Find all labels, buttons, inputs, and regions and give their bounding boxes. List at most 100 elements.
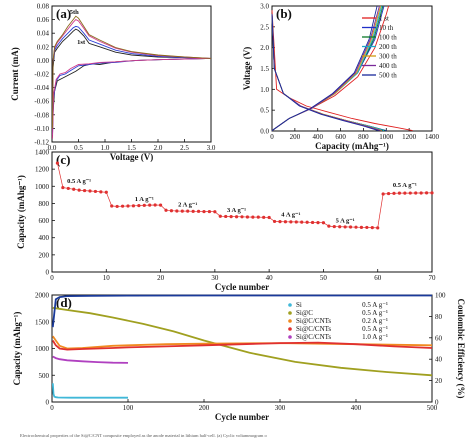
panel-c-point	[321, 221, 326, 225]
panel-c-ytick-label: 400	[39, 234, 50, 242]
panel-c-ytick-label: 0	[46, 269, 50, 277]
panel-c-ytick-label: 800	[39, 200, 50, 208]
panel-c-point	[414, 191, 418, 195]
panel-c-point	[61, 185, 65, 190]
panel-c-point	[408, 191, 412, 195]
panel-c-point	[294, 220, 298, 224]
panel-d-ytick-label: 1000	[35, 345, 50, 353]
panel-d-legend-rate: 0.2 A g⁻¹	[362, 317, 388, 325]
panel-b-xtick-label: 1200	[402, 133, 417, 141]
panel-c-point	[131, 204, 136, 208]
panel-c-point	[66, 186, 70, 191]
panel-d-xtick-label: 200	[199, 404, 210, 412]
panel-d-xtick-label: 400	[351, 404, 362, 412]
panel-c-xtick-label: 70	[429, 274, 437, 282]
panel-d-legend-swatch	[288, 327, 292, 331]
panel-d-ytick-label: 0	[46, 399, 50, 407]
panel-c-rate-label: 5 A g⁻¹	[336, 218, 355, 225]
panel-c-point	[196, 209, 201, 213]
panel-b-discharge-2	[271, 14, 386, 132]
panel-c-ytick-label: 1200	[35, 166, 50, 174]
panel-b-xtick-label: 400	[312, 133, 323, 141]
panel-b-xtick-label: 600	[335, 133, 346, 141]
panel-d-ylabel: Capacity (mAhg⁻¹)	[12, 312, 22, 386]
panel-b-ytick-label: 2.0	[260, 44, 269, 52]
panel-d-legend-rate: 0.5 A g⁻¹	[362, 309, 388, 317]
panel-d-y2tick-label: 0	[435, 399, 439, 407]
panel-c-rate-label: 0.5 A g⁻¹	[67, 178, 91, 185]
panel-c-rate-label: 0.5 A g⁻¹	[393, 182, 417, 189]
panel-b-ytick-label: 0.5	[260, 107, 269, 115]
panel-c-point	[88, 189, 92, 193]
panel-c-ylabel: Capacity (mAhg⁻¹)	[16, 175, 26, 249]
panel-c-point	[376, 226, 380, 230]
panel-c-xtick-label: 0	[50, 274, 54, 282]
panel-c-point	[153, 203, 157, 207]
panel-a-ytick-label: 0.08	[37, 3, 50, 11]
panel-c-point	[430, 191, 434, 195]
panel-a-annotation-1st: 1st	[77, 39, 86, 46]
panel-d-y2tick-label: 80	[435, 313, 443, 321]
panel-c-point	[82, 188, 87, 193]
panel-a-xtick-label: 1.5	[127, 144, 136, 152]
panel-a-ytick-label: -0.02	[34, 71, 49, 79]
panel-a-ytick-label: 0.04	[37, 30, 50, 38]
panel-d-legend-rate: 0.5 A g⁻¹	[362, 301, 388, 309]
panel-c-xtick-label: 30	[211, 274, 219, 282]
panel-c-point	[115, 204, 119, 209]
panel-c-point	[256, 215, 260, 219]
panel-c-panel-tag: (c)	[56, 152, 70, 167]
panel-b-panel-tag: (b)	[276, 6, 292, 21]
panel-c-rate-label: 3 A g⁻¹	[227, 207, 246, 214]
panel-c-point	[386, 191, 391, 196]
panel-c-point	[137, 203, 141, 208]
panel-c-rate-label: 1 A g⁻¹	[135, 196, 154, 203]
panel-b-legend-label: 400 th	[379, 62, 397, 70]
panel-c-point	[419, 191, 423, 195]
panel-c-point	[93, 189, 98, 194]
panel-c-point	[240, 215, 244, 219]
panel-b-legend-label: 500 th	[379, 72, 397, 80]
panel-b-ylabel: Voltage (V)	[242, 47, 252, 90]
panel-a-ytick-label: -0.12	[34, 139, 49, 147]
panel-b-legend-label: 100 th	[379, 34, 397, 42]
panel-d-series-0	[51, 383, 128, 399]
panel-b-legend-label: 200 th	[379, 43, 397, 51]
panel-c-point	[55, 161, 60, 165]
panel-b-xtick-label: 1400	[425, 133, 440, 141]
panel-b-discharge-1	[271, 14, 387, 132]
panel-a-series-1	[52, 25, 212, 136]
panel-c-xtick-label: 10	[103, 274, 111, 282]
panel-a-annotation-5th: 5th	[70, 9, 79, 16]
panel-d-panel-tag: (d)	[56, 295, 72, 310]
panel-a-ytick-label: 0.00	[37, 57, 50, 65]
panel-c-point	[381, 192, 385, 196]
panel-a-ytick-label: -0.08	[34, 111, 49, 119]
panel-c-point	[283, 220, 288, 224]
panel-c-point	[120, 204, 125, 208]
panel-c-point	[348, 225, 353, 229]
panel-c-point	[327, 224, 331, 228]
panel-b-ytick-label: 3.0	[260, 3, 269, 11]
figure-caption: Electrochemical properties of the Si@C/C…	[20, 433, 267, 438]
panel-d-legend-name: Si@C/CNTs	[296, 333, 331, 341]
panel-c-point	[272, 219, 277, 224]
panel-c-point	[218, 214, 222, 218]
panel-c-point	[262, 215, 266, 219]
panel-a-series-2	[52, 19, 212, 139]
panel-c-point	[392, 191, 396, 195]
panel-d-xtick-label: 0	[50, 404, 54, 412]
panel-d-legend-name: Si@C	[296, 309, 313, 317]
panel-d-y2tick-label: 20	[435, 377, 443, 385]
panel-b-xlabel: Capacity (mAhg⁻¹)	[315, 141, 389, 151]
panel-c-point	[278, 220, 282, 224]
panel-c-point	[191, 209, 195, 213]
panel-a-xtick-label: 0.0	[48, 144, 57, 152]
panel-d-legend-rate: 1.0 A g⁻¹	[362, 333, 388, 341]
panel-c-xtick-label: 20	[157, 274, 165, 282]
panel-b-xtick-label: 0	[270, 133, 274, 141]
panel-b-discharge-4	[271, 14, 382, 132]
panel-b-discharge-5	[271, 14, 381, 132]
panel-c-point	[77, 188, 81, 192]
